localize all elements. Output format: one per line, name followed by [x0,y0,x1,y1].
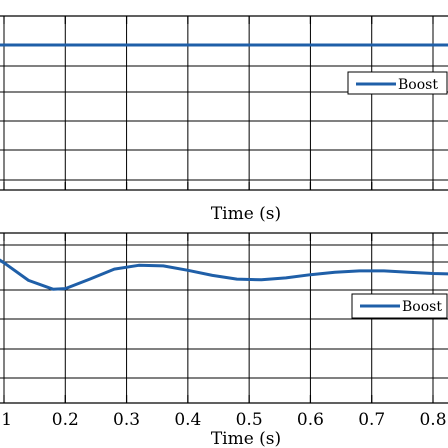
legend-box [347,71,448,95]
x-tick-label: 0.3 [113,410,140,430]
x-axis-label: Time (s) [211,204,281,224]
legend-label: Boost [398,77,438,93]
x-tick-label: 0.6 [297,410,324,430]
series-line-boost [0,248,448,291]
x-tick-label: 0.2 [52,410,79,430]
x-tick-label: 0.8 [419,410,446,430]
x-axis-label: Time (s) [211,429,281,448]
legend-label: Boost [402,299,442,315]
x-tick-label: 0.5 [236,410,263,430]
x-tick-label: 0.4 [174,410,201,430]
x-tick-label: 0.7 [358,410,385,430]
x-tick-label: .1 [0,410,12,430]
